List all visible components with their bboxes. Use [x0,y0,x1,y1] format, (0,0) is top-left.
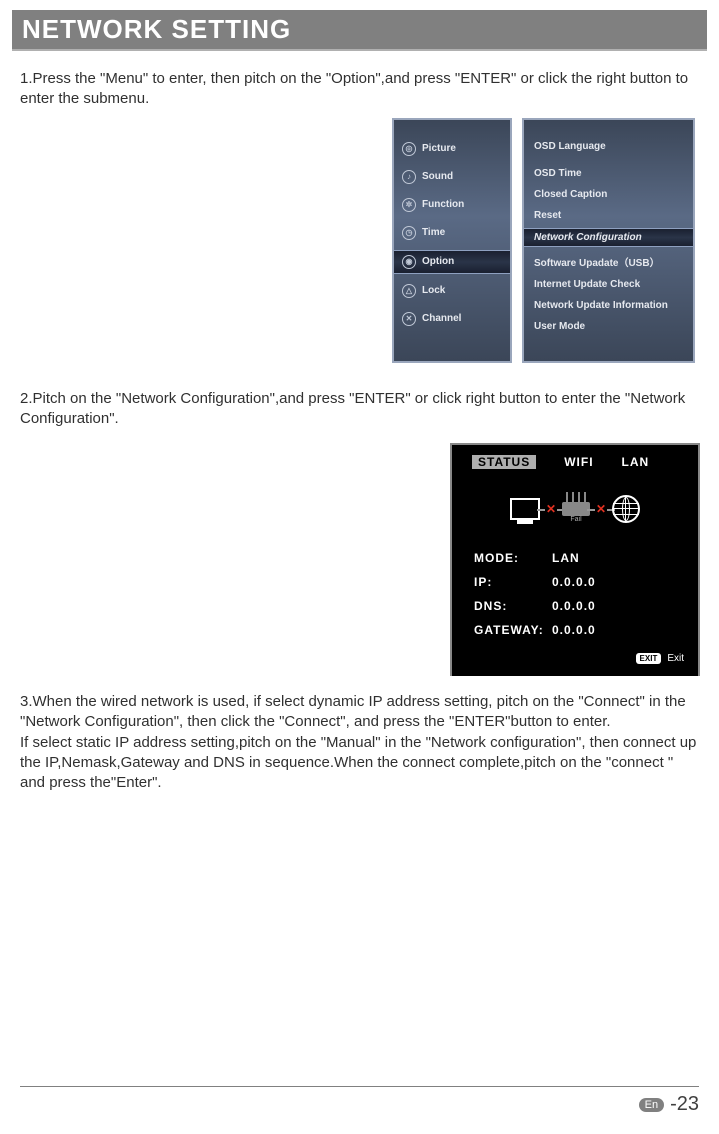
row-dns: DNS: 0.0.0.0 [474,599,698,613]
menu-label: Sound [422,171,453,182]
sub-item: Closed Caption [532,186,685,203]
tab-status: STATUS [472,455,536,469]
menu-screenshot: ◎ Picture ♪ Sound ✲ Function ◷ Time ◉ Op… [392,118,719,363]
page-footer: En - 23 [20,1086,699,1116]
sound-icon: ♪ [402,170,416,184]
menu-label: Picture [422,143,456,154]
menu-label: Option [422,256,454,267]
monitor-icon [510,498,540,520]
menu-item-function: ✲ Function [400,194,504,216]
function-icon: ✲ [402,198,416,212]
step-3-text: 3.When the wired network is used, if sel… [20,692,699,793]
sub-item: User Mode [532,318,685,335]
tab-wifi: WIFI [564,455,593,469]
row-mode: MODE: LAN [474,551,698,565]
row-gateway: GATEWAY: 0.0.0.0 [474,623,698,637]
tab-lan: LAN [622,455,650,469]
globe-icon [612,495,640,523]
exit-hint: EXIT Exit [452,647,698,666]
page-title: NETWORK SETTING [12,10,707,51]
menu-item-option: ◉ Option [394,250,510,274]
disconnect-icon: ✕ [546,502,556,516]
sub-item: Software Upadate（USB） [532,251,685,272]
sub-menu-panel: OSD Language OSD Time Closed Caption Res… [522,118,695,363]
sub-item: OSD Time [532,165,685,182]
menu-label: Function [422,199,464,210]
picture-icon: ◎ [402,142,416,156]
connection-diagram: ✕ Fail ✕ [452,495,698,523]
main-menu-panel: ◎ Picture ♪ Sound ✲ Function ◷ Time ◉ Op… [392,118,512,363]
value-dns: 0.0.0.0 [552,599,596,613]
menu-item-channel: ✕ Channel [400,308,504,330]
sub-item: Network Update Information [532,297,685,314]
network-status-panel: STATUS WIFI LAN ✕ Fail ✕ MODE: LAN IP: 0… [450,443,700,676]
time-icon: ◷ [402,226,416,240]
label-dns: DNS: [474,599,552,613]
menu-label: Channel [422,313,461,324]
row-ip: IP: 0.0.0.0 [474,575,698,589]
sub-item: Internet Update Check [532,276,685,293]
value-ip: 0.0.0.0 [552,575,596,589]
exit-label: Exit [667,653,684,664]
sub-item: Reset [532,207,685,224]
menu-item-time: ◷ Time [400,222,504,244]
channel-icon: ✕ [402,312,416,326]
value-mode: LAN [552,551,580,565]
language-badge: En [639,1098,664,1112]
status-tabs: STATUS WIFI LAN [452,445,698,475]
sub-item: OSD Language [532,138,685,155]
router-icon: Fail [562,502,590,516]
value-gateway: 0.0.0.0 [552,623,596,637]
disconnect-icon: ✕ [596,502,606,516]
option-icon: ◉ [402,255,416,269]
network-info-list: MODE: LAN IP: 0.0.0.0 DNS: 0.0.0.0 GATEW… [474,551,698,637]
label-ip: IP: [474,575,552,589]
footer-sep: - [670,1093,677,1116]
lock-icon: △ [402,284,416,298]
step-2-text: 2.Pitch on the "Network Configuration",a… [20,389,699,430]
exit-badge: EXIT [636,653,662,664]
menu-label: Time [422,227,445,238]
page-number: 23 [677,1093,699,1116]
menu-item-lock: △ Lock [400,280,504,302]
menu-label: Lock [422,285,445,296]
menu-item-picture: ◎ Picture [400,138,504,160]
step-1-text: 1.Press the "Menu" to enter, then pitch … [20,69,699,110]
menu-item-sound: ♪ Sound [400,166,504,188]
label-mode: MODE: [474,551,552,565]
sub-item-network-config: Network Configuration [524,228,693,247]
label-gateway: GATEWAY: [474,623,552,637]
router-status-label: Fail [562,516,590,523]
